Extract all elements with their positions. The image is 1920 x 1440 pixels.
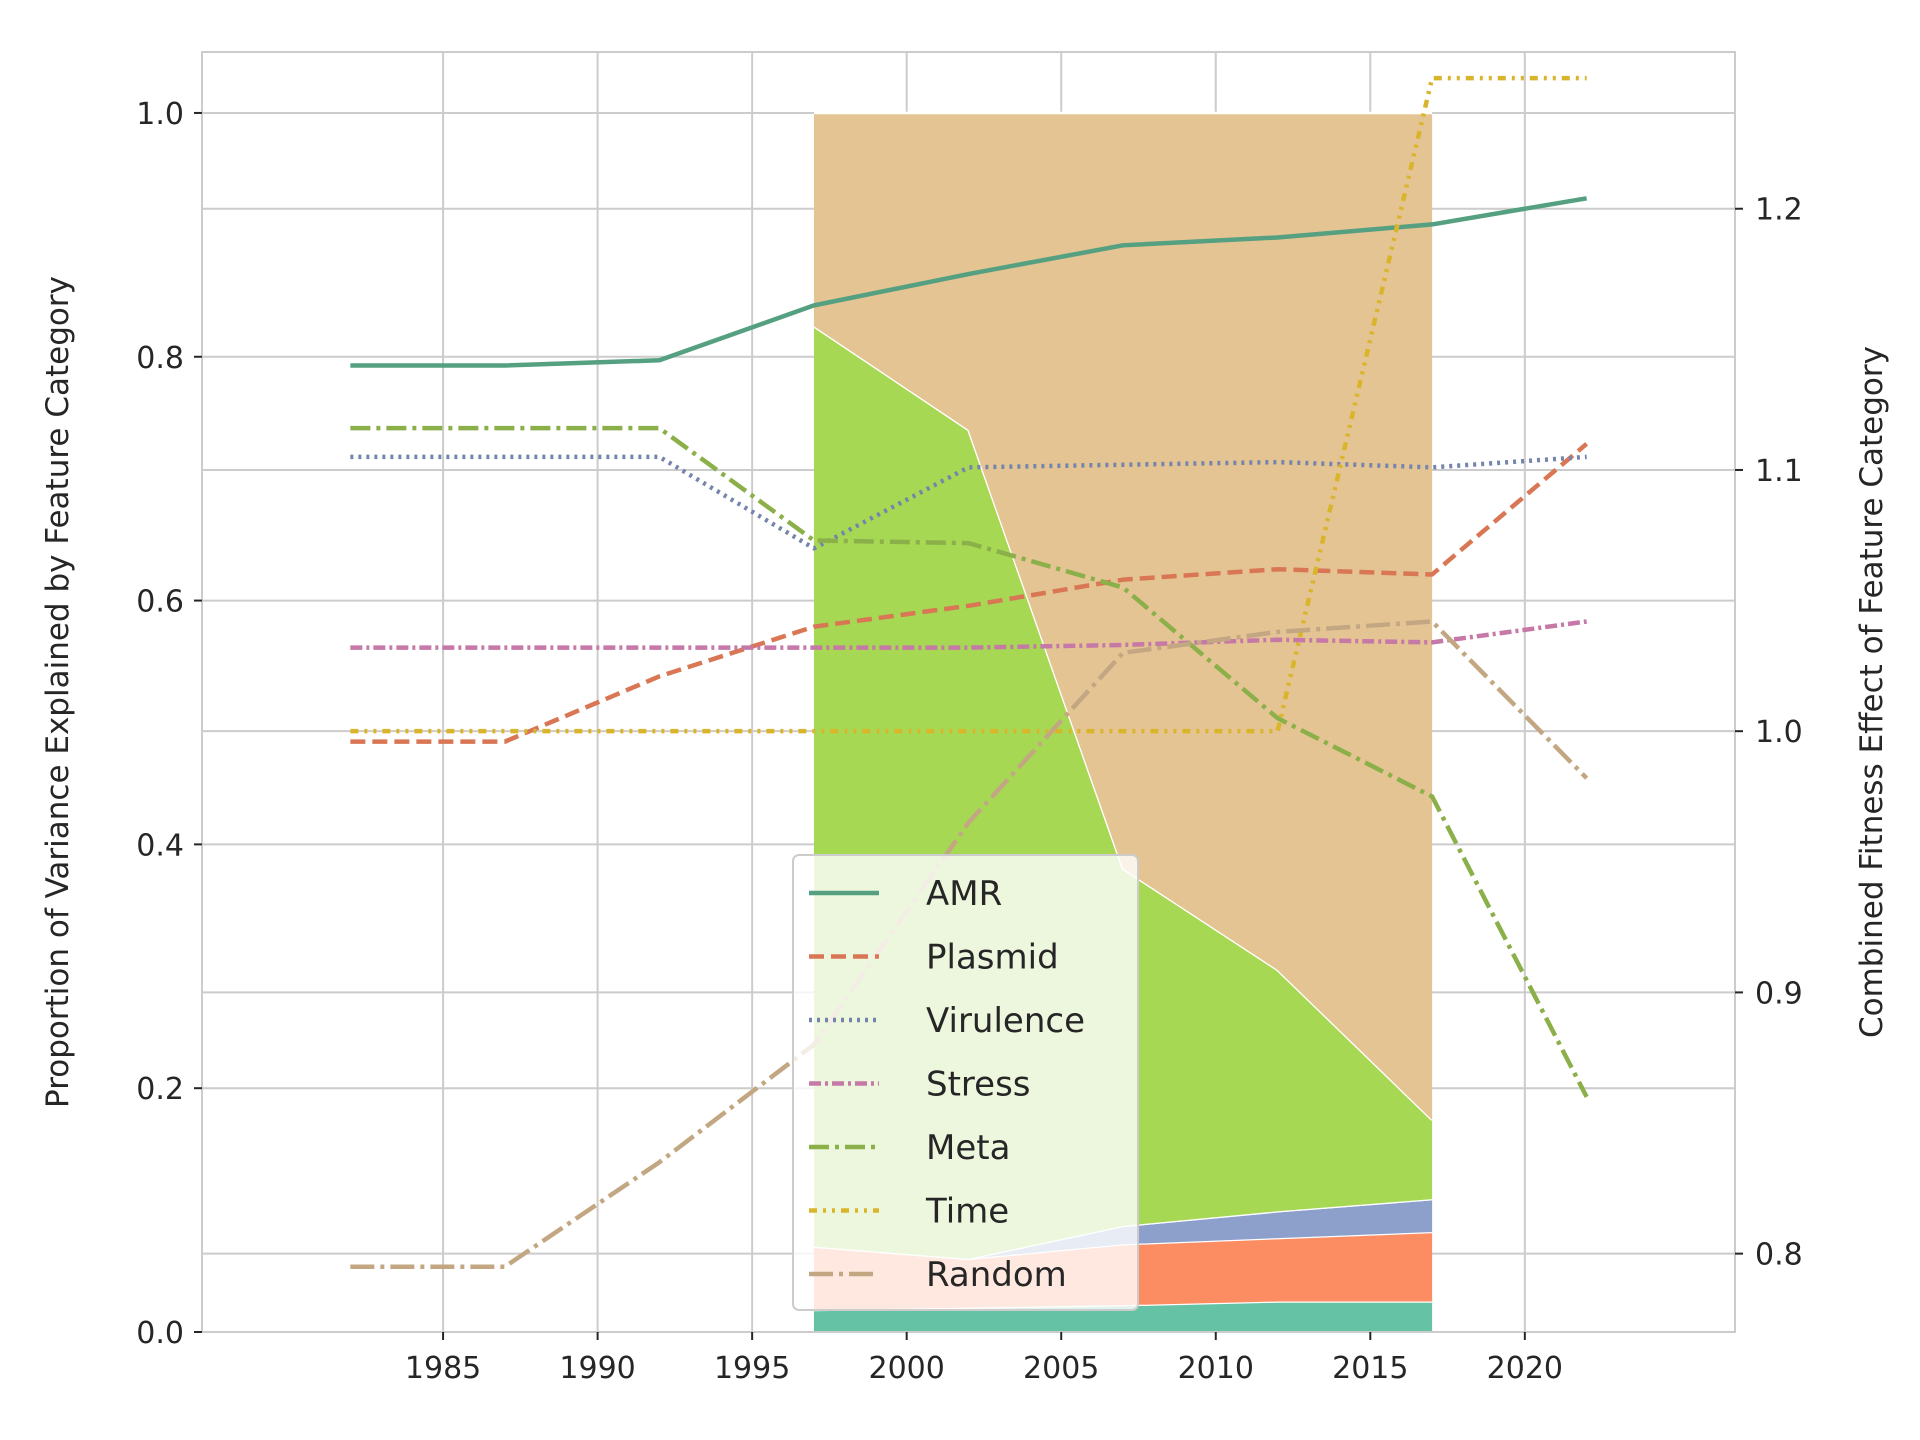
y-tick-label-right: 1.2: [1755, 193, 1803, 228]
x-tick-label: 2010: [1178, 1351, 1254, 1386]
legend-label-virulence: Virulence: [926, 1001, 1085, 1041]
plot-frame: [201, 51, 1736, 1333]
y-tick-label-left: 0.6: [136, 585, 184, 620]
y-tick-label-right: 0.9: [1755, 976, 1803, 1011]
x-tick-label: 2005: [1023, 1351, 1099, 1386]
y-tick-label-right: 1.1: [1755, 454, 1803, 489]
y-tick-label-left: 0.2: [136, 1072, 184, 1107]
y-axis-title-right: Combined Fitness Effect of Feature Categ…: [1854, 346, 1890, 1038]
x-tick-label: 2000: [869, 1351, 945, 1386]
series-lines: [350, 75, 1589, 1269]
y-tick-label-left: 0.4: [136, 828, 184, 863]
legend-label-stress: Stress: [926, 1065, 1031, 1105]
legend-label-plasmid: Plasmid: [926, 938, 1059, 978]
y-tick-label-left: 1.0: [136, 97, 184, 132]
y-tick-label-right: 0.8: [1755, 1238, 1803, 1273]
y-tick-label-left: 0.8: [136, 341, 184, 376]
y-tick-label-right: 1.0: [1755, 715, 1803, 750]
tick-labels: 1985 1990 1995 2000 2005 2010 2015 2020 0.0 0.2 0.…: [136, 97, 1802, 1386]
x-tick-label: 2015: [1332, 1351, 1408, 1386]
legend-label-meta: Meta: [926, 1128, 1010, 1168]
x-tick-label: 1995: [714, 1351, 790, 1386]
legend-label-amr: AMR: [926, 874, 1002, 914]
legend-label-random: Random: [926, 1255, 1067, 1295]
y-tick-label-left: 0.0: [136, 1316, 184, 1351]
legend-label-time: Time: [925, 1192, 1009, 1232]
legend-box: [792, 854, 1139, 1311]
x-tick-label: 2020: [1487, 1351, 1563, 1386]
series-line-amr: [350, 196, 1588, 368]
series-line-stress: [350, 619, 1587, 650]
legend: AMR Plasmid Virulence Stress Meta Time Random: [792, 854, 1139, 1311]
series-line-time: [350, 75, 1587, 734]
area-band-6: [813, 112, 1433, 1120]
series-line-random: [350, 619, 1589, 1269]
series-line-meta: [350, 425, 1589, 1098]
x-tick-label: 1990: [559, 1351, 635, 1386]
y-axis-title-left: Proportion of Variance Explained by Feat…: [40, 276, 76, 1108]
series-line-plasmid: [350, 442, 1589, 744]
x-tick-label: 1985: [405, 1351, 481, 1386]
